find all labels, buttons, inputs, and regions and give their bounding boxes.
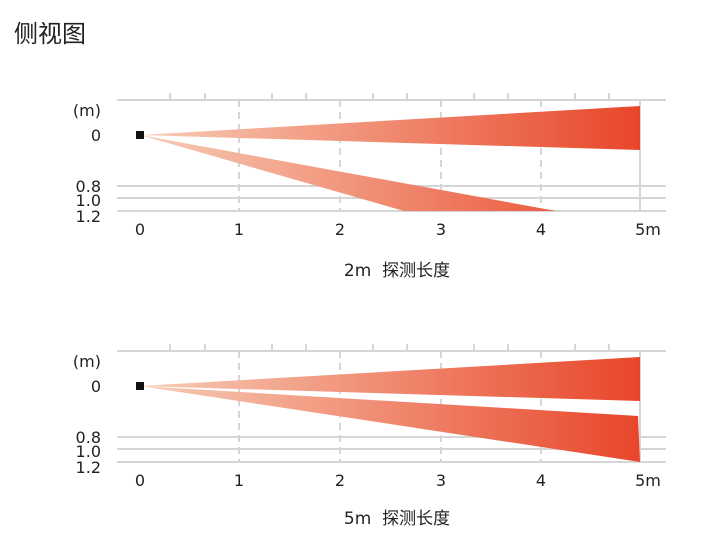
x-label-5m: 5m [635, 220, 661, 239]
y-label-0: 0 [91, 126, 101, 145]
x-label-3: 3 [436, 220, 446, 239]
beam-upper [140, 106, 640, 150]
beam-lower [140, 386, 640, 462]
x-label-2: 2 [335, 220, 345, 239]
y-label-1.0: 1.0 [76, 442, 101, 461]
caption: 5m 探测长度 [344, 509, 450, 529]
x-label-4: 4 [536, 471, 546, 490]
y-label-0.8: 0.8 [76, 428, 101, 447]
y-label-1.0: 1.0 [76, 191, 101, 210]
y-label-0: 0 [91, 377, 101, 396]
sensor-marker [136, 382, 144, 390]
x-label-0: 0 [135, 471, 145, 490]
x-label-0: 0 [135, 220, 145, 239]
diagram-5m: (m) 0 0.8 1.0 1.2 0 1 2 3 4 5m 5m 探测长度 [73, 344, 666, 529]
x-label-3: 3 [436, 471, 446, 490]
y-label-0.8: 0.8 [76, 177, 101, 196]
x-label-1: 1 [234, 471, 244, 490]
y-unit-label: (m) [73, 352, 101, 371]
x-label-2: 2 [335, 471, 345, 490]
caption: 2m 探测长度 [344, 261, 450, 281]
y-unit-label: (m) [73, 101, 101, 120]
x-label-5m: 5m [635, 471, 661, 490]
y-label-1.2: 1.2 [76, 207, 101, 226]
x-label-1: 1 [234, 220, 244, 239]
x-label-4: 4 [536, 220, 546, 239]
beam-lower [140, 135, 556, 211]
page-title: 侧视图 [14, 20, 86, 48]
beam-upper [140, 357, 640, 401]
y-label-1.2: 1.2 [76, 458, 101, 477]
sensor-marker [136, 131, 144, 139]
diagram-2m: (m) 0 0.8 1.0 1.2 0 1 2 3 4 5m 2m 探测长度 [73, 93, 666, 281]
